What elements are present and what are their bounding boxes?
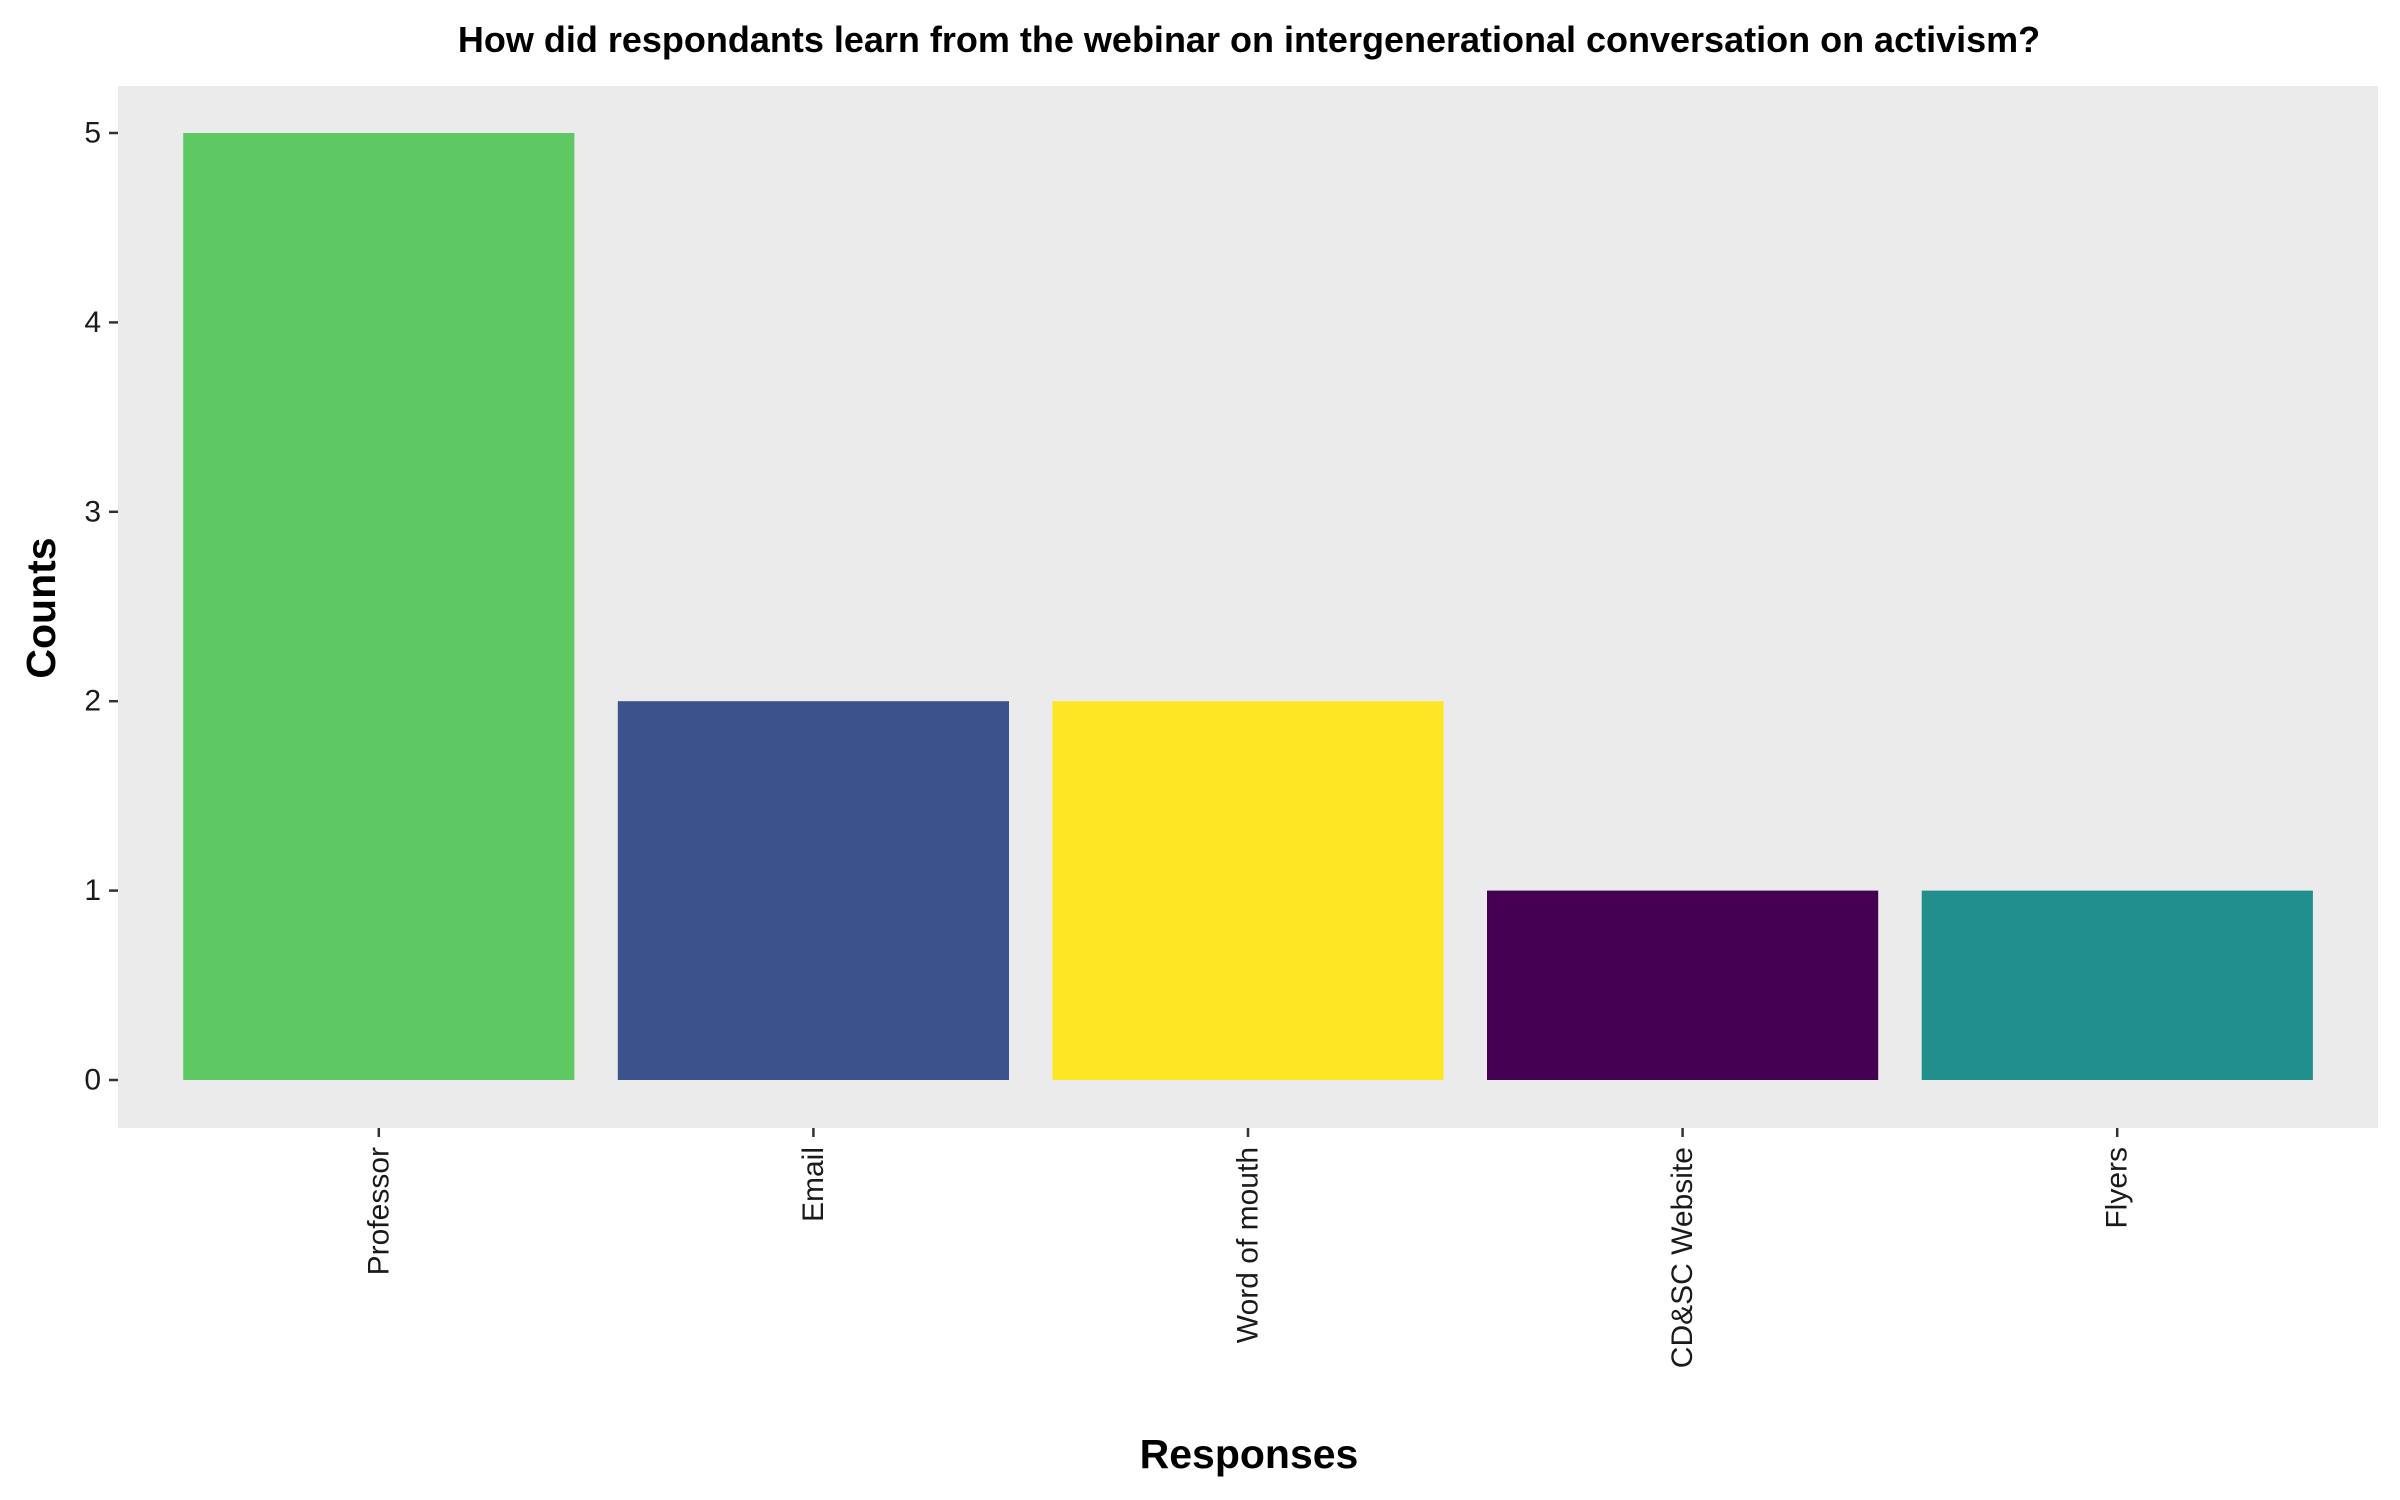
- chart-title: How did respondants learn from the webin…: [458, 19, 2040, 60]
- y-tick-label: 0: [84, 1064, 101, 1097]
- x-axis: Professor Email Word of mouth CD&SC Website…: [362, 1128, 2134, 1368]
- y-axis: 0 1 2 3 4 5: [84, 117, 118, 1097]
- bars-layer: [183, 133, 2313, 1080]
- y-tick-label: 5: [84, 117, 101, 150]
- bar-flyers: [1921, 890, 2313, 1080]
- x-tick-label: CD&SC Website: [1666, 1147, 1699, 1368]
- bar-email: [617, 701, 1009, 1080]
- bar-word-of-mouth: [1052, 701, 1444, 1080]
- y-tick-label: 4: [84, 306, 101, 339]
- y-tick-label: 1: [84, 874, 101, 907]
- x-tick-label: Flyers: [2101, 1147, 2134, 1229]
- x-tick-label: Email: [797, 1147, 830, 1222]
- y-tick-label: 3: [84, 495, 101, 528]
- bar-cd-sc-website: [1487, 890, 1879, 1080]
- bar-professor: [183, 133, 575, 1080]
- x-tick-label: Word of mouth: [1232, 1147, 1265, 1343]
- x-axis-title: Responses: [1140, 1431, 1359, 1477]
- y-axis-title: Counts: [18, 537, 64, 678]
- y-tick-label: 2: [84, 685, 101, 718]
- x-tick-label: Professor: [362, 1147, 395, 1275]
